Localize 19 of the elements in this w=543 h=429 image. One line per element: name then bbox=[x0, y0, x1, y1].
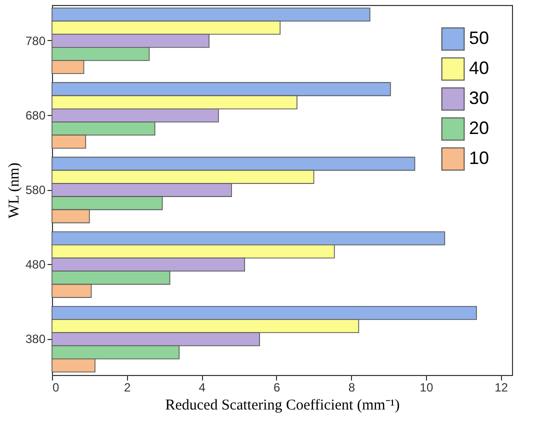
x-tick-label: 0 bbox=[52, 380, 60, 394]
x-tick-label: 4 bbox=[198, 380, 206, 394]
legend-label: 30 bbox=[469, 88, 490, 108]
y-tick-label: 480 bbox=[25, 258, 46, 272]
x-axis-title: Reduced Scattering Coefficient (mm⁻¹) bbox=[165, 398, 400, 414]
y-axis-title: WL (nm) bbox=[6, 162, 22, 218]
x-tick-label: 12 bbox=[494, 380, 508, 394]
legend-label: 40 bbox=[469, 58, 490, 78]
y-tick-label: 680 bbox=[25, 108, 46, 122]
legend-label: 50 bbox=[469, 28, 490, 48]
x-tick-label: 2 bbox=[124, 380, 131, 394]
x-tick-label: 8 bbox=[348, 380, 356, 394]
legend-label: 20 bbox=[469, 118, 490, 138]
y-tick-label: 580 bbox=[25, 183, 46, 197]
y-tick-label: 380 bbox=[25, 332, 46, 346]
x-tick-label: 10 bbox=[420, 380, 434, 394]
y-tick-label: 780 bbox=[25, 34, 46, 48]
legend-label: 10 bbox=[469, 148, 490, 168]
x-tick-label: 6 bbox=[274, 380, 281, 394]
